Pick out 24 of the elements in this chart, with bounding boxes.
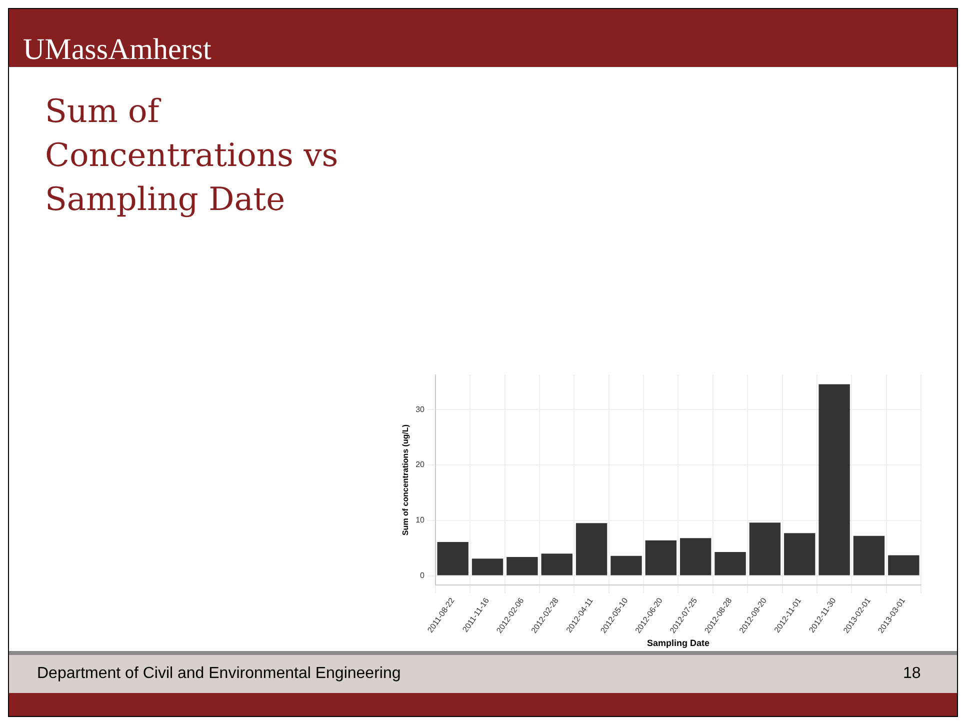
- y-axis-title: Sum of concentrations (ug/L): [401, 424, 410, 536]
- bar: [818, 384, 850, 576]
- bar: [680, 538, 712, 576]
- y-tick-label: 0: [420, 570, 426, 580]
- bar: [853, 536, 885, 576]
- text: 18: [903, 665, 921, 683]
- bar: [472, 558, 504, 576]
- bar: [610, 556, 642, 576]
- chart-title: Sum of Concentrations vs Sampling Date: [45, 91, 340, 220]
- text: Department of Civil and Environmental Engineering: [37, 665, 401, 683]
- bar: [645, 540, 677, 576]
- bar: [541, 554, 572, 576]
- bar: [784, 533, 816, 576]
- y-tick-label: 10: [416, 516, 426, 525]
- bar: [749, 522, 781, 576]
- bar: [888, 555, 920, 576]
- bar: [714, 552, 746, 576]
- x-axis-title: Sampling Date: [646, 638, 710, 648]
- y-tick-label: 20: [416, 460, 426, 470]
- y-tick-label: 30: [416, 404, 426, 414]
- bar: [576, 523, 608, 576]
- bar: [506, 556, 538, 576]
- bar: [437, 542, 468, 576]
- text: UMassAmherst: [23, 33, 212, 67]
